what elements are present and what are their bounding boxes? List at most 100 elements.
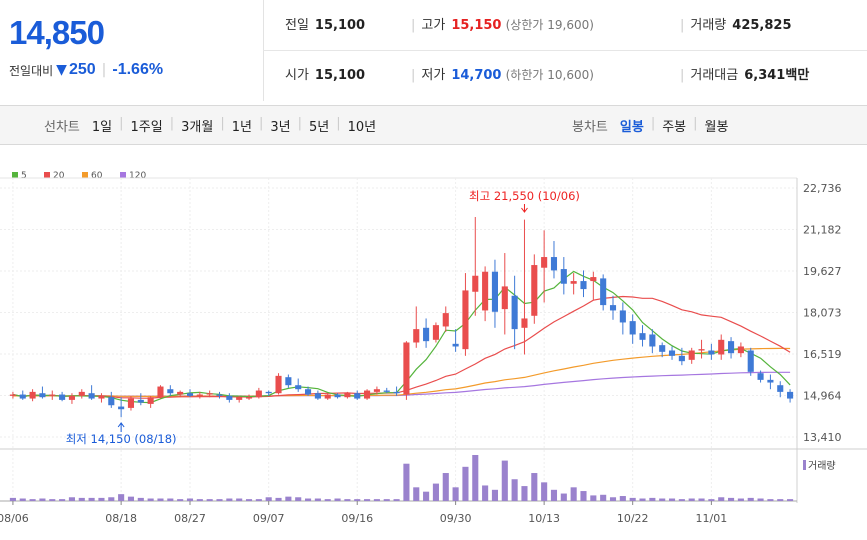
high-arrow-icon — [521, 204, 528, 213]
candle-period-0[interactable]: 일봉 — [619, 120, 644, 135]
candle-body — [708, 350, 715, 355]
x-axis: 08/06 08/18 08/27 09/07 09/16 09/30 10/13 10/22… — [0, 501, 727, 525]
info-row-1: 전일 15,100 | 고가 15,150 (상한가 19,600) | 거래량 425,… — [263, 0, 867, 51]
volume-bar — [629, 497, 636, 501]
legend-swatch-5 — [12, 172, 18, 178]
legend-label-5: 5 — [21, 171, 27, 181]
volume-bar — [373, 499, 380, 501]
candle-body — [423, 327, 430, 342]
candle-body — [49, 394, 56, 396]
volume-bar — [59, 499, 66, 501]
candle-body — [127, 398, 135, 408]
y-tick-label: 14,964 — [803, 390, 842, 403]
volume-bar — [344, 499, 351, 501]
volume-bar — [728, 497, 735, 501]
volume-bar — [501, 460, 508, 501]
volume-legend-swatch — [803, 460, 806, 470]
candle-body — [393, 391, 400, 394]
volume-bar — [668, 498, 676, 501]
volume-bar — [88, 497, 95, 501]
candle-body — [757, 373, 764, 380]
candle-body — [265, 391, 272, 394]
candle-body — [521, 318, 528, 328]
volume-bar — [659, 498, 666, 501]
x-tick-label: 09/30 — [440, 512, 472, 525]
candle-period-2[interactable]: 월봉 — [704, 120, 729, 135]
volume-bar — [777, 499, 784, 501]
volume-bar — [462, 466, 469, 501]
candle-body — [570, 281, 577, 284]
legend-label-60: 60 — [91, 171, 103, 181]
candle-body — [216, 394, 223, 396]
candle-body — [167, 389, 174, 394]
candle-body — [314, 393, 321, 399]
candle-body — [737, 346, 744, 354]
candle-body — [678, 355, 685, 362]
low-arrow-icon — [117, 422, 125, 432]
candle-body — [177, 391, 184, 395]
line-period-2[interactable]: 3개월 — [181, 120, 214, 135]
ma-5-line — [12, 270, 791, 404]
candle-body — [442, 313, 449, 327]
quote-info: 전일 15,100 | 고가 15,150 (상한가 19,600) | 거래량 425,… — [263, 0, 867, 101]
candle-body — [550, 257, 558, 271]
volume-bar — [118, 494, 125, 501]
candle-body — [226, 395, 233, 400]
candle-body — [196, 394, 203, 396]
volume-bar — [393, 499, 400, 501]
x-tick-label: 08/18 — [105, 512, 137, 525]
x-tick-label: 10/22 — [617, 512, 649, 525]
toolbar-divider: | — [693, 116, 698, 131]
candle-body — [255, 390, 262, 398]
candle-chart-periods: 봉차트 일봉 | 주봉 | 월봉 — [572, 116, 728, 135]
legend-label-120: 120 — [129, 171, 146, 181]
ma-20-line — [12, 295, 791, 399]
volume-bar — [639, 498, 646, 501]
line-period-6[interactable]: 10년 — [347, 120, 377, 135]
volume-bar — [491, 489, 499, 501]
legend-swatch-60 — [82, 172, 88, 178]
candle-period-1[interactable]: 주봉 — [662, 120, 687, 135]
candle-body — [432, 325, 439, 340]
candle-body — [629, 321, 636, 335]
volume-bar — [737, 498, 744, 501]
candle-body — [275, 375, 282, 394]
line-period-3[interactable]: 1년 — [231, 120, 252, 135]
candle-body — [29, 391, 36, 399]
candle-body — [718, 339, 725, 355]
candle-body — [236, 397, 243, 400]
candle-body — [9, 394, 16, 396]
line-period-0[interactable]: 1일 — [91, 120, 113, 135]
volume-bar — [423, 491, 430, 501]
candle-body — [511, 295, 518, 330]
candle-body — [639, 333, 646, 340]
high-annotation: 최고 21,550 (10/06) — [469, 189, 580, 203]
volume-bar — [364, 499, 371, 501]
y-tick-label: 18,073 — [803, 307, 842, 320]
line-period-1[interactable]: 1주일 — [130, 120, 163, 135]
volume-bar — [541, 482, 548, 501]
trade-amount: | 거래대금 6,341백만 — [680, 68, 810, 83]
volume-bar — [206, 499, 213, 501]
change-value: 250 — [68, 61, 96, 78]
volume-bar — [747, 497, 754, 501]
line-period-5[interactable]: 5년 — [308, 120, 330, 135]
candle-body — [698, 349, 705, 351]
price-chart: 5 20 60 120 22,736 21,182 19,627 18,073 16,519 1… — [0, 171, 867, 525]
down-arrow-icon: ▼ — [56, 62, 67, 78]
volume-bar — [432, 483, 439, 501]
toolbar-divider: | — [650, 116, 656, 131]
y-tick-label: 19,627 — [803, 265, 842, 278]
candle-body — [491, 271, 499, 312]
volume-bar — [708, 499, 715, 501]
current-price: 14,850 — [9, 14, 105, 51]
volume-bar — [442, 473, 449, 501]
volume-bar — [167, 498, 174, 501]
candle-body — [324, 394, 331, 399]
volume-bar — [698, 498, 705, 501]
line-period-4[interactable]: 3년 — [270, 120, 291, 135]
candle-body — [285, 377, 292, 386]
volume-bar — [127, 496, 135, 501]
candle-body — [186, 393, 194, 396]
candle-body — [531, 265, 538, 316]
